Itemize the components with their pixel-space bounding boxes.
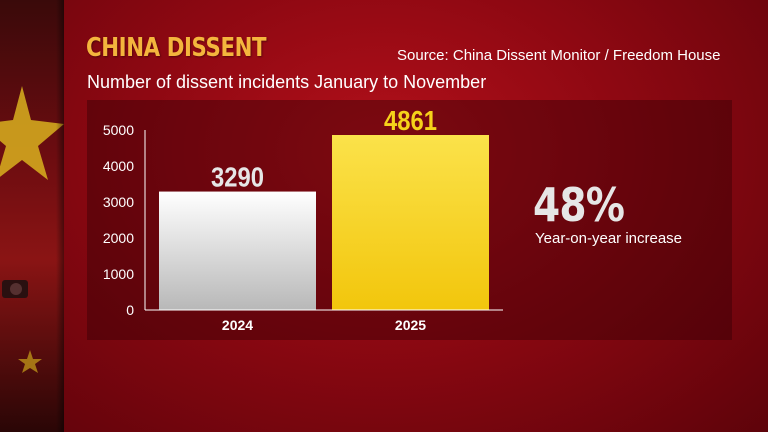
percent-increase-value: 48%	[533, 178, 625, 232]
side-shade	[56, 0, 64, 432]
x-tick-label-2025: 2025	[395, 317, 426, 333]
y-axis: 0 1000 2000 3000 4000 5000	[103, 122, 146, 318]
data-label-2024: 3290	[211, 161, 264, 193]
x-axis: 2024 2025	[145, 309, 503, 333]
data-label-2025: 4861	[384, 104, 437, 136]
bars-group: 3290 4861	[159, 104, 489, 310]
y-tick-label: 4000	[103, 158, 134, 174]
y-tick-label: 2000	[103, 230, 134, 246]
side-decor	[0, 86, 64, 373]
camera-lens-icon	[10, 283, 22, 295]
percent-increase-label: Year-on-year increase	[535, 230, 683, 247]
chart-subtitle: Number of dissent incidents January to N…	[87, 72, 487, 92]
small-star-icon	[18, 350, 42, 373]
source-note: Source: China Dissent Monitor / Freedom …	[397, 47, 721, 64]
flag-star-icon	[0, 86, 64, 180]
x-tick-label-2024: 2024	[222, 317, 253, 333]
y-tick-label: 1000	[103, 266, 134, 282]
y-tick-label: 3000	[103, 194, 134, 210]
y-tick-label: 0	[126, 302, 134, 318]
bar-2025	[332, 135, 489, 310]
y-tick-label: 5000	[103, 122, 134, 138]
side-image-strip	[0, 0, 64, 432]
bar-2024	[159, 191, 316, 310]
graphic-title: CHINA DISSENT	[86, 33, 267, 63]
